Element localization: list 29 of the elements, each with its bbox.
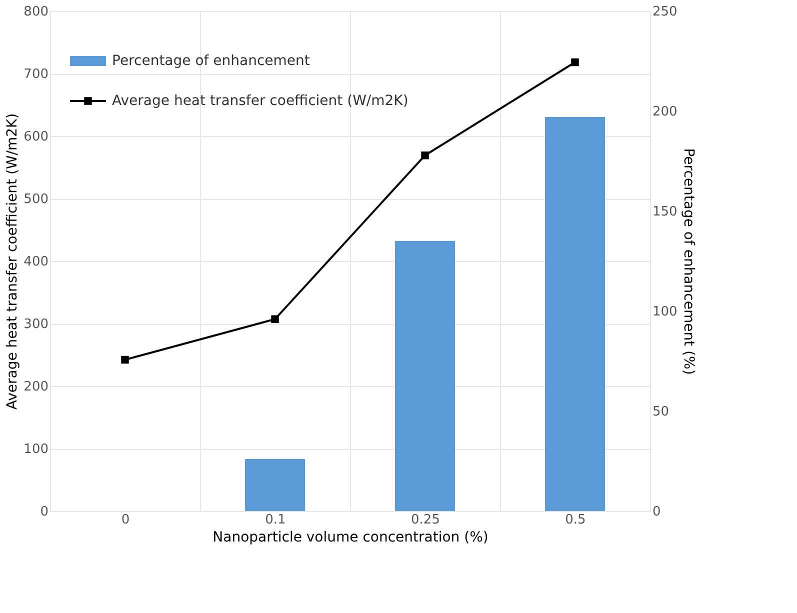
y-tick-label: 600 [24,130,48,144]
y2-tick-label: 100 [652,304,678,320]
legend-label: Average heat transfer coefficient (W/m2K) [112,93,408,109]
y-tick-label: 200 [24,380,48,394]
y-tick-label: 800 [24,4,48,20]
x-tick-label: 0.25 [411,512,440,528]
y-axis-title: Average heat transfer coefficient (W/m2K) [4,113,21,410]
point [571,58,579,66]
bar [245,459,305,511]
y2-axis-title: Percentage of enhancement (%) [680,148,696,375]
y-tick-label: 400 [24,254,48,270]
point [271,315,279,323]
x-tick-label: 0.5 [565,512,586,528]
y-tick-label: 300 [24,317,48,332]
x-tick-label: 0.1 [265,512,286,528]
y-tick-label: 700 [24,67,48,82]
point [421,152,429,160]
y2-tick-label: 200 [652,104,678,120]
bar [395,241,455,511]
x-axis-title: Nanoparticle volume concentration (%) [212,530,488,546]
point [121,356,129,364]
bar [545,117,605,511]
x-tick-label: 0 [121,512,130,528]
legend-label: Percentage of enhancement [112,53,310,69]
y-tick-label: 500 [24,192,48,207]
y2-tick-label: 50 [652,404,670,420]
y-tick-label: 100 [24,442,48,457]
y2-tick-label: 250 [652,4,678,20]
y2-tick-label: 150 [652,204,678,220]
